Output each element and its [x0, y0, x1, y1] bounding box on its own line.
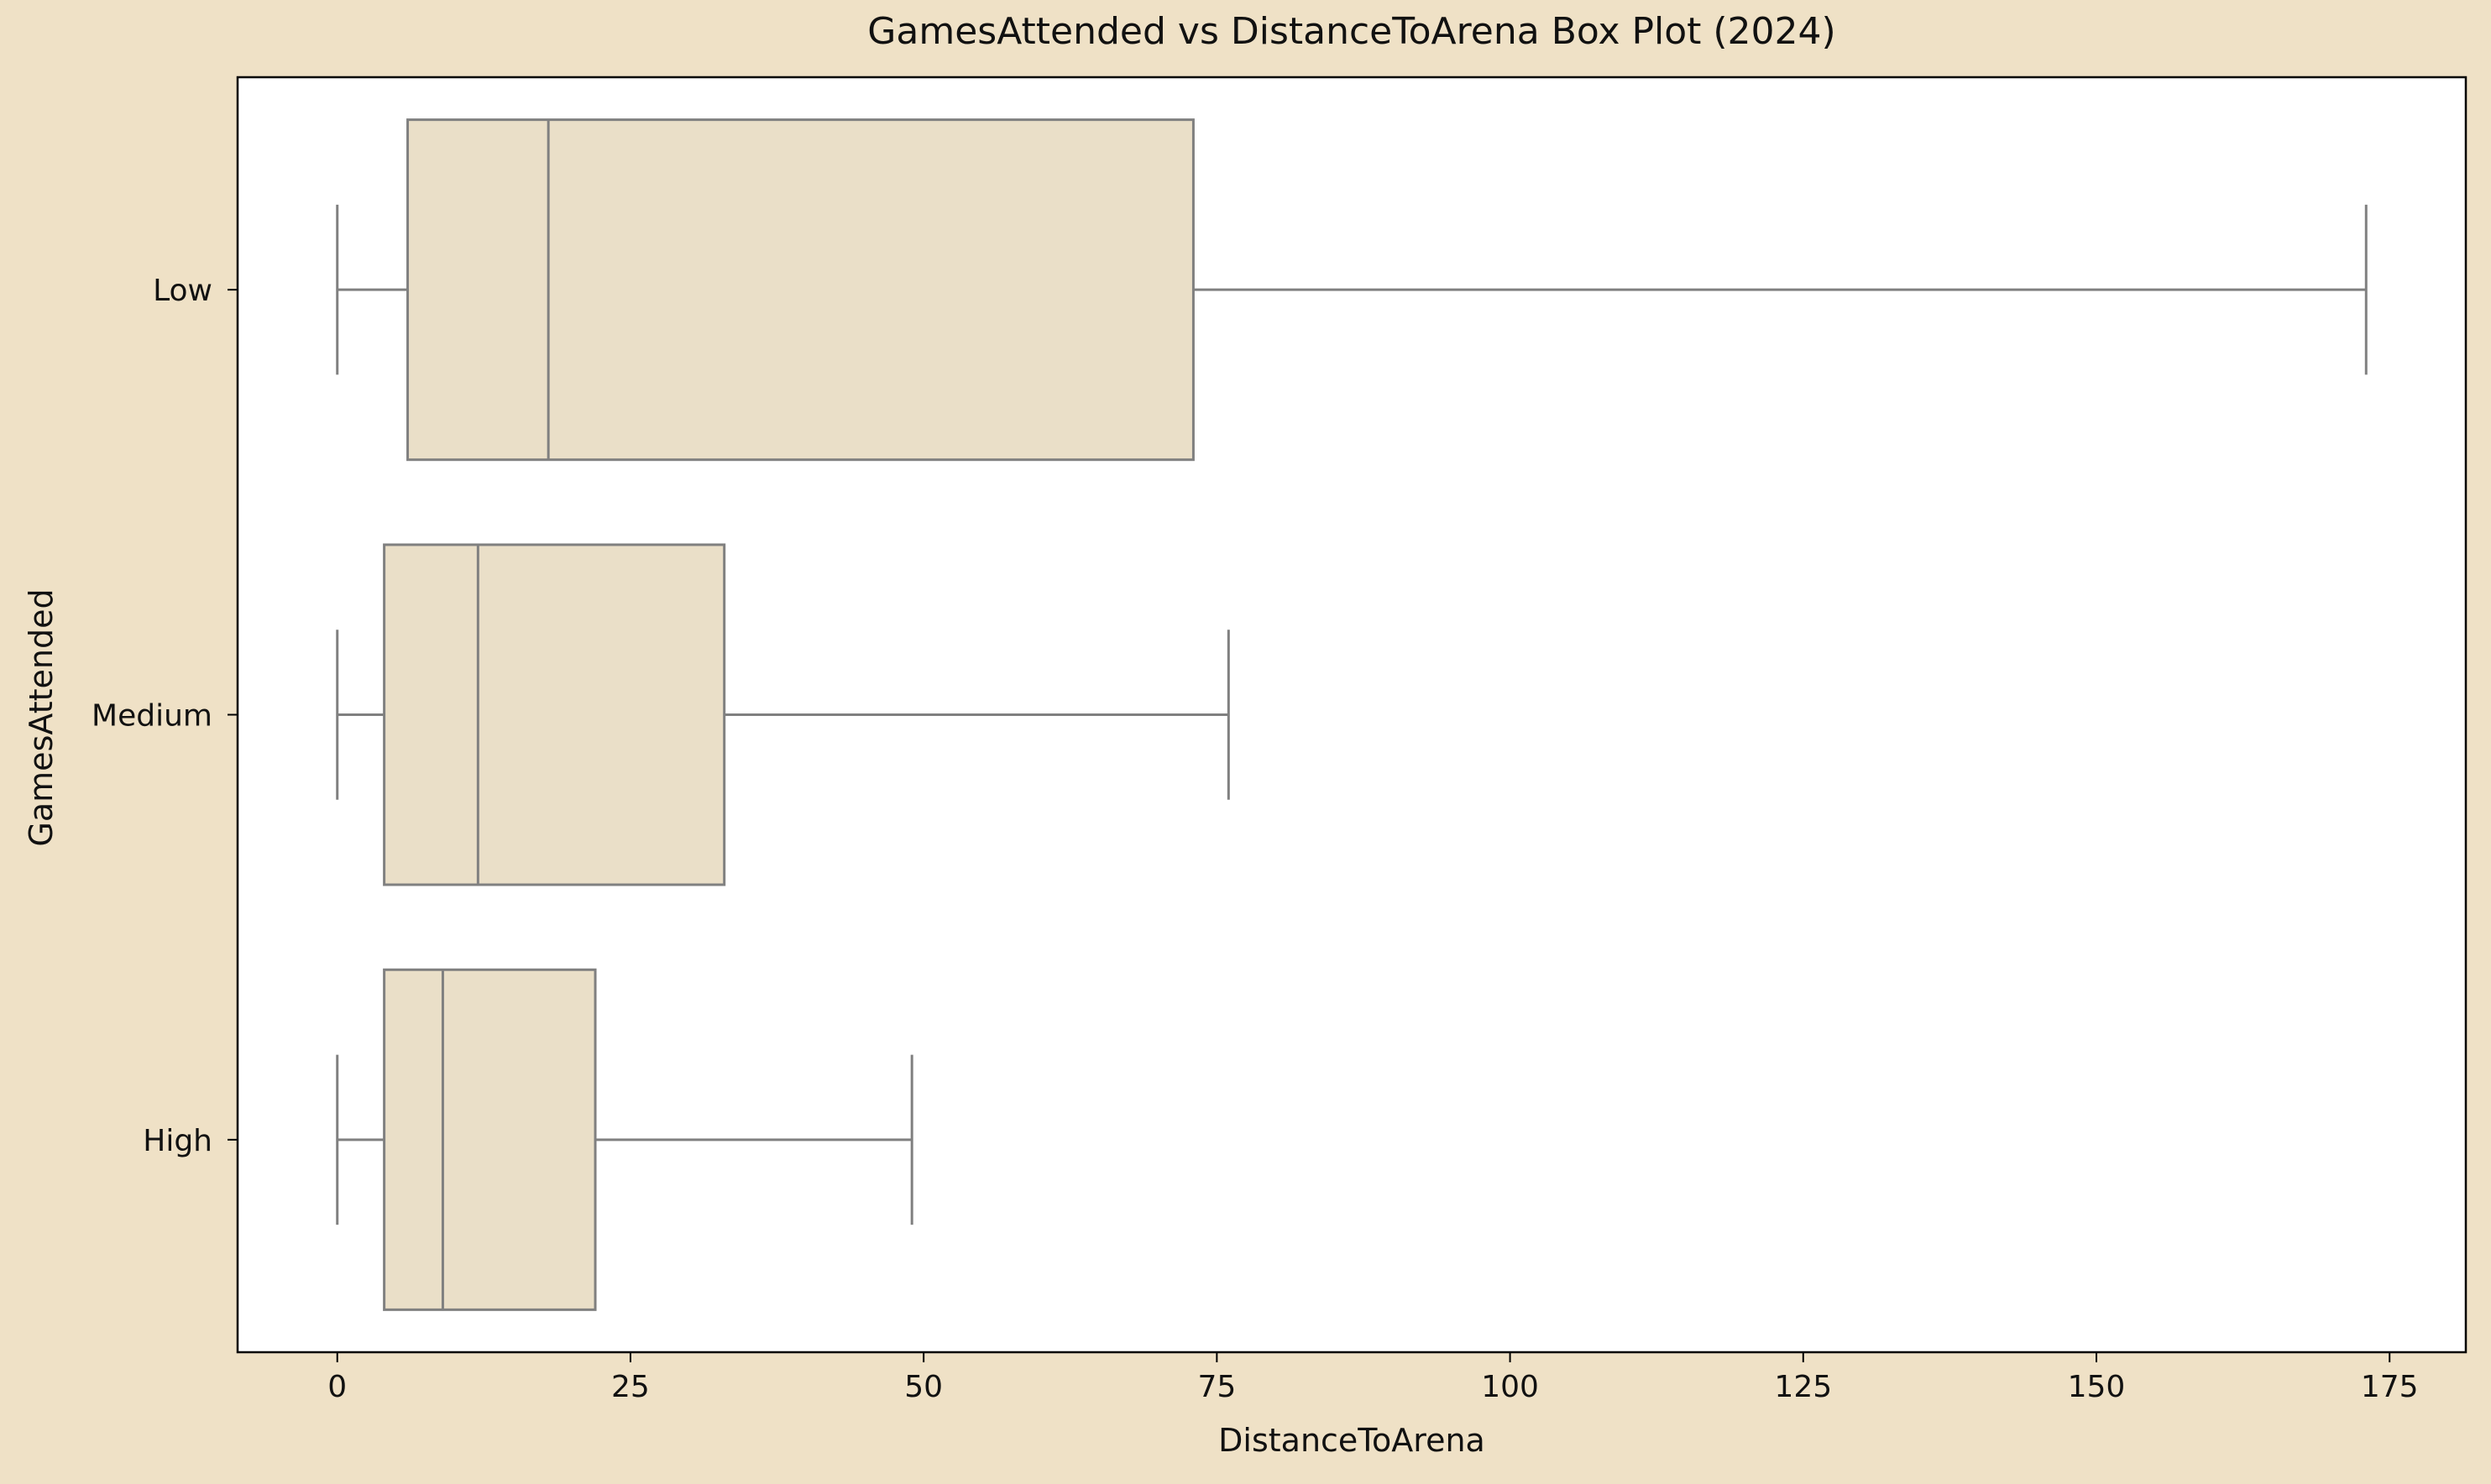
x-tick-label: 125 [1774, 1370, 1832, 1404]
box-group-medium [336, 543, 1230, 886]
x-tick-label: 100 [1481, 1370, 1539, 1404]
x-axis-label: DistanceToArena [1218, 1422, 1485, 1459]
box-group-high [336, 968, 913, 1311]
x-tick-label: 150 [2068, 1370, 2126, 1404]
y-tick-label: High [143, 1124, 212, 1158]
x-tick-label: 0 [327, 1370, 347, 1404]
box-group-low [336, 118, 2368, 462]
x-axis: 0 25 50 75 100 125 150 175 [327, 1352, 2419, 1404]
box-iqr [383, 968, 597, 1311]
y-tick-label: Low [153, 274, 212, 308]
box-iqr [406, 118, 1195, 462]
box-iqr [383, 543, 726, 886]
x-tick-label: 25 [611, 1370, 650, 1404]
chart-title: GamesAttended vs DistanceToArena Box Plo… [867, 10, 1835, 53]
x-tick-label: 75 [1197, 1370, 1236, 1404]
y-axis-label: GamesAttended [23, 588, 60, 846]
y-axis: Low Medium High [92, 274, 238, 1158]
box-marks [336, 118, 2368, 1311]
x-tick-label: 175 [2361, 1370, 2419, 1404]
x-tick-label: 50 [904, 1370, 943, 1404]
y-tick-label: Medium [92, 699, 212, 734]
